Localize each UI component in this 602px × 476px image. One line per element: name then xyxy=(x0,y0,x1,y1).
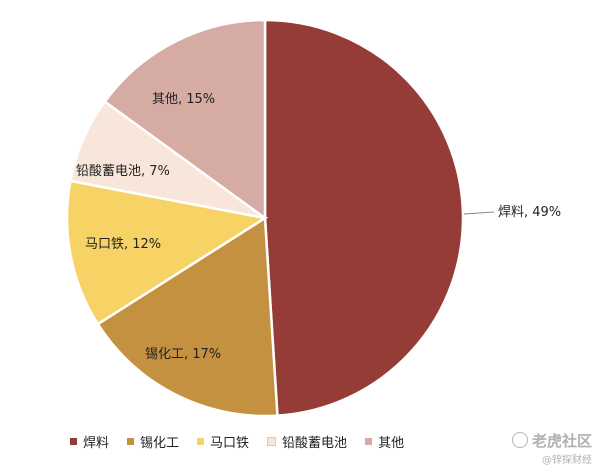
watermark-sub-text: @锌探财经 xyxy=(542,455,592,466)
legend-label: 铅酸蓄电池 xyxy=(282,436,348,451)
watermark-logo-icon xyxy=(511,432,528,448)
leader-line xyxy=(463,211,495,215)
legend-label: 锡化工 xyxy=(140,436,180,451)
data-label-2: 马口铁, 12% xyxy=(85,237,161,252)
legend-item-solder: 焊料 xyxy=(70,432,109,451)
legend-item-other: 其他 xyxy=(365,432,404,451)
legend-item-tin-chemical: 锡化工 xyxy=(127,432,179,451)
data-label-1: 锡化工, 17% xyxy=(145,347,221,362)
legend-swatch xyxy=(127,438,135,445)
legend-label: 焊料 xyxy=(83,436,110,451)
watermark-main-text: 老虎社区 xyxy=(531,432,592,450)
legend-swatch xyxy=(365,438,373,445)
data-label-3: 铅酸蓄电池, 7% xyxy=(76,164,170,179)
pie-slice-4 xyxy=(103,18,267,221)
pie-slice-1 xyxy=(96,215,279,418)
pie-slice-2 xyxy=(65,179,269,326)
pie-slice-0 xyxy=(263,18,465,417)
legend: 焊料 锡化工 马口铁 铅酸蓄电池 其他 xyxy=(70,432,404,451)
legend-item-tinplate: 马口铁 xyxy=(197,432,249,451)
legend-label: 其他 xyxy=(378,436,405,451)
legend-swatch xyxy=(197,438,205,445)
data-label-0: 焊料, 49% xyxy=(498,204,561,220)
legend-label: 马口铁 xyxy=(210,436,250,451)
legend-item-lead-acid-battery: 铅酸蓄电池 xyxy=(267,432,347,451)
legend-swatch xyxy=(70,438,77,445)
legend-swatch xyxy=(267,437,277,446)
data-label-4: 其他, 15% xyxy=(152,92,215,107)
watermark: 老虎社区 @锌探财经 xyxy=(511,430,592,466)
